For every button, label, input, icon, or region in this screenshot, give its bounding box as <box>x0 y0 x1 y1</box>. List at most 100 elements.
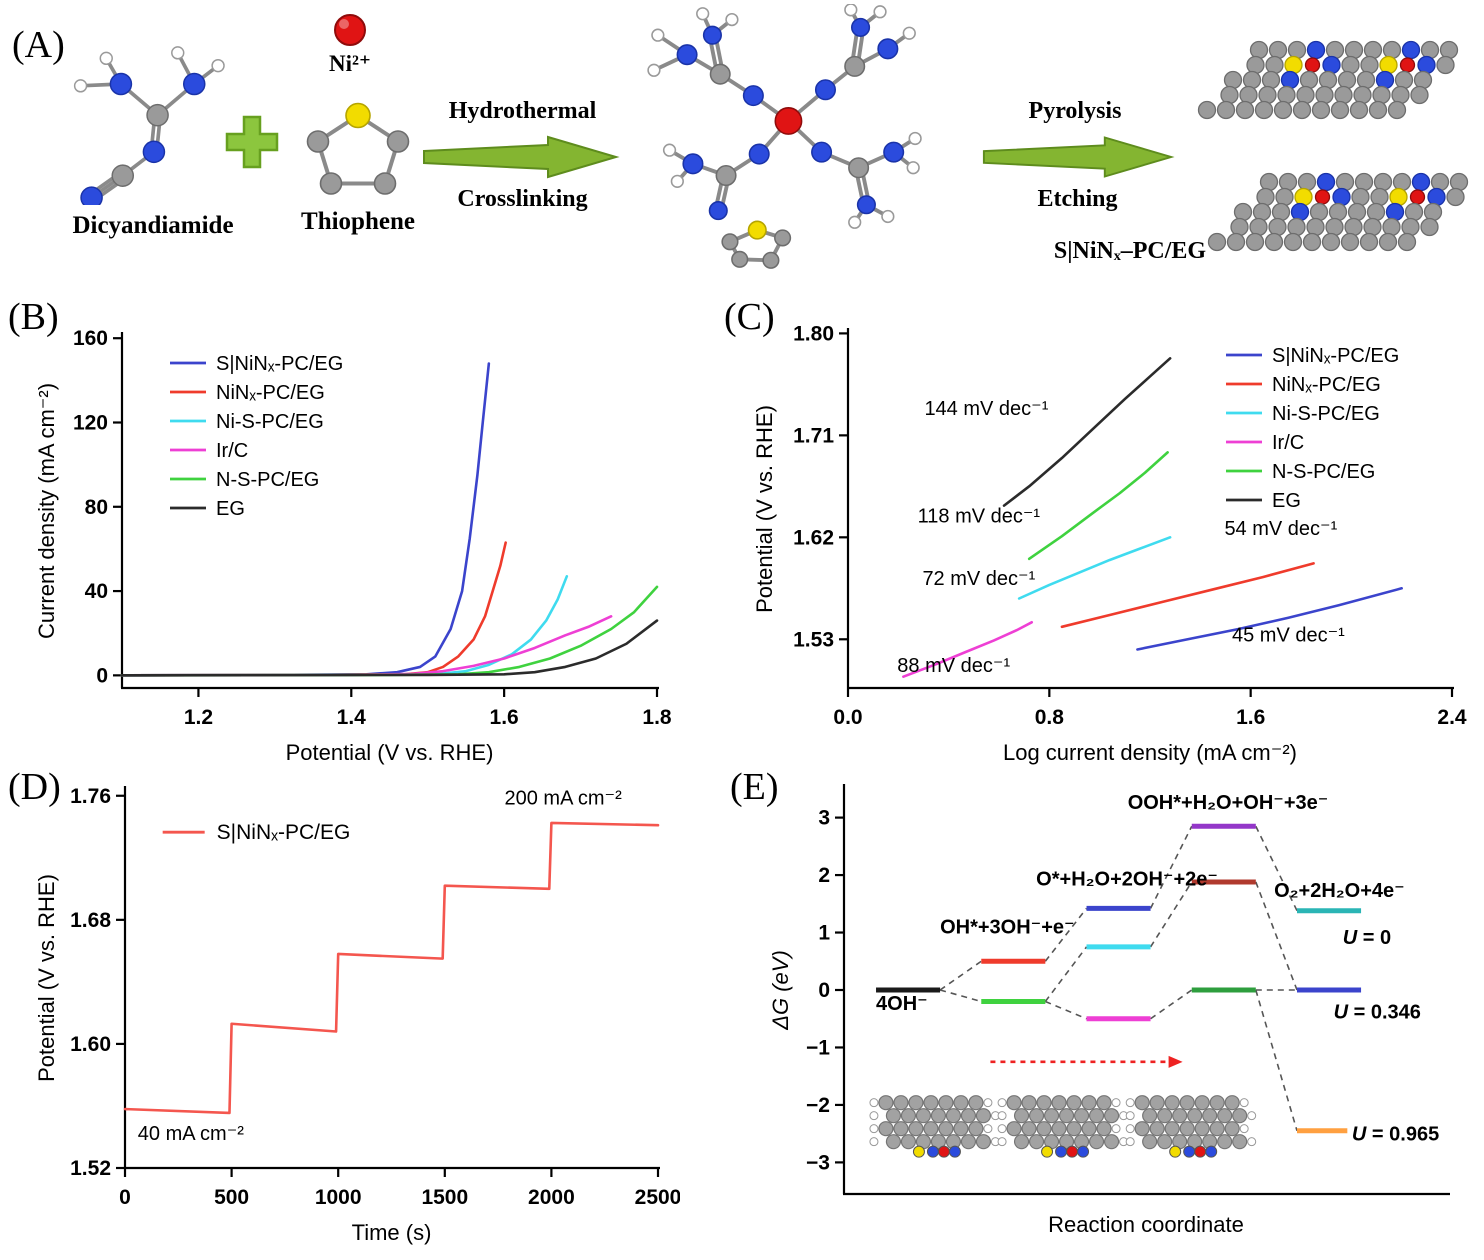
svg-text:U = 0.346: U = 0.346 <box>1334 1002 1421 1024</box>
svg-text:Potential (V vs. RHE): Potential (V vs. RHE) <box>286 740 494 765</box>
svg-text:N-S-PC/EG: N-S-PC/EG <box>216 469 319 491</box>
svg-text:72 mV dec⁻¹: 72 mV dec⁻¹ <box>922 568 1035 590</box>
svg-text:144 mV dec⁻¹: 144 mV dec⁻¹ <box>924 398 1048 420</box>
svg-text:Ni-S-PC/EG: Ni-S-PC/EG <box>1272 403 1380 425</box>
svg-text:U = 0.965: U = 0.965 <box>1352 1124 1439 1146</box>
svg-text:Ir/C: Ir/C <box>1272 432 1304 454</box>
svg-text:1: 1 <box>818 922 830 945</box>
svg-text:0: 0 <box>119 1186 131 1209</box>
d-chart-svg: 0 500 1000 1500 2000 2500 1.52 1.60 1.68 1.76 Time… <box>34 785 680 1245</box>
arrow1-top-label: Hydrothermal <box>448 98 597 124</box>
svg-text:1.6: 1.6 <box>1236 706 1265 729</box>
svg-text:NiNₓ-PC/EG: NiNₓ-PC/EG <box>1272 374 1381 396</box>
svg-text:2500: 2500 <box>635 1186 680 1209</box>
svg-text:40: 40 <box>85 580 108 603</box>
svg-text:EG: EG <box>1272 490 1301 512</box>
reaction-arrow-1 <box>423 135 620 179</box>
svg-text:OH*+3OH⁻+e⁻: OH*+3OH⁻+e⁻ <box>940 917 1075 939</box>
svg-text:−1: −1 <box>806 1036 830 1059</box>
free-energy-diagram-chart: −3 −2 −1 0 1 2 3 Reaction coordinate ΔG (eV) 4OH⁻… <box>764 774 1464 1244</box>
svg-text:1.6: 1.6 <box>490 706 519 729</box>
svg-text:Time (s): Time (s) <box>352 1220 432 1245</box>
svg-text:Potential (V vs. RHE): Potential (V vs. RHE) <box>34 874 59 1082</box>
svg-text:NiNₓ-PC/EG: NiNₓ-PC/EG <box>216 382 325 404</box>
svg-text:0: 0 <box>818 979 830 1002</box>
svg-text:Ni-S-PC/EG: Ni-S-PC/EG <box>216 411 324 433</box>
arrow2-top-label: Pyrolysis <box>1028 98 1122 124</box>
arrow2-bottom-label: Etching <box>1037 186 1118 212</box>
svg-text:1.60: 1.60 <box>70 1033 111 1056</box>
thiophene-molecule <box>306 102 410 195</box>
b-chart-svg: 1.2 1.4 1.6 1.8 0 40 80 120 160 Potential (V vs. … <box>34 327 672 765</box>
panel-b-lsv: (B) 1.2 1.4 1.6 1.8 0 40 80 120 160 Potential (V … <box>0 292 700 765</box>
svg-text:160: 160 <box>73 327 108 350</box>
panel-a-synthesis-scheme: (A) Dicyandiamide Ni²⁺ Thiophene Hydroth… <box>0 0 1484 292</box>
svg-text:1.71: 1.71 <box>793 424 834 447</box>
plus-icon <box>225 115 279 169</box>
svg-text:1.68: 1.68 <box>70 909 111 932</box>
svg-text:2: 2 <box>818 864 830 887</box>
arrow1-bottom-label: Crosslinking <box>457 186 588 212</box>
thiophene-label: Thiophene <box>301 208 415 235</box>
lsv-polarization-chart: 1.2 1.4 1.6 1.8 0 40 80 120 160 Potential (V vs. … <box>30 322 675 770</box>
svg-text:S|NiNₓ-PC/EG: S|NiNₓ-PC/EG <box>217 821 351 844</box>
svg-text:S|NiNₓ-PC/EG: S|NiNₓ-PC/EG <box>216 353 343 375</box>
svg-text:1.4: 1.4 <box>337 706 367 729</box>
svg-text:1.62: 1.62 <box>793 526 834 549</box>
svg-text:Ir/C: Ir/C <box>216 440 248 462</box>
svg-text:88 mV dec⁻¹: 88 mV dec⁻¹ <box>897 655 1010 677</box>
dicyandiamide-molecule <box>73 46 225 205</box>
panel-b-letter: (B) <box>8 296 59 338</box>
e-chart-svg: −3 −2 −1 0 1 2 3 Reaction coordinate ΔG (eV) 4OH⁻… <box>768 784 1450 1237</box>
crosslinked-intermediate-molecule <box>647 4 922 269</box>
svg-text:4OH⁻: 4OH⁻ <box>876 993 928 1015</box>
svg-text:1000: 1000 <box>315 1186 362 1209</box>
svg-text:2.4: 2.4 <box>1437 706 1467 729</box>
svg-text:EG: EG <box>216 498 245 520</box>
svg-text:500: 500 <box>214 1186 249 1209</box>
svg-text:OOH*+H₂O+OH⁻+3e⁻: OOH*+H₂O+OH⁻+3e⁻ <box>1128 792 1329 814</box>
svg-text:1.52: 1.52 <box>70 1157 111 1180</box>
svg-text:Potential (V vs. RHE): Potential (V vs. RHE) <box>752 405 777 613</box>
svg-text:−2: −2 <box>806 1094 830 1117</box>
svg-text:120: 120 <box>73 412 108 435</box>
svg-text:1.2: 1.2 <box>184 706 213 729</box>
reaction-arrow-2 <box>982 136 1175 178</box>
panel-d-chronopotentiometry: (D) 0 500 1000 1500 2000 2500 1.52 1.60 1.68 1.76… <box>0 760 700 1260</box>
svg-text:N-S-PC/EG: N-S-PC/EG <box>1272 461 1375 483</box>
svg-text:1.80: 1.80 <box>793 322 834 345</box>
svg-text:S|NiNₓ-PC/EG: S|NiNₓ-PC/EG <box>1272 345 1399 367</box>
tafel-plot-chart: 0.0 0.8 1.6 2.4 1.53 1.62 1.71 1.80 Log current … <box>748 318 1468 770</box>
panel-d-letter: (D) <box>8 766 61 808</box>
nickel-ion-ball <box>334 14 366 46</box>
charts-grid: (B) 1.2 1.4 1.6 1.8 0 40 80 120 160 Potential (V … <box>0 292 1484 1260</box>
c-chart-svg: 0.0 0.8 1.6 2.4 1.53 1.62 1.71 1.80 Log current … <box>752 322 1467 765</box>
svg-text:54 mV dec⁻¹: 54 mV dec⁻¹ <box>1224 518 1337 540</box>
svg-text:Current density (mA cm⁻²): Current density (mA cm⁻²) <box>34 383 59 639</box>
chronopotentiometry-chart: 0 500 1000 1500 2000 2500 1.52 1.60 1.68 1.76 Time… <box>30 774 680 1252</box>
panel-c-tafel: (C) 0.0 0.8 1.6 2.4 1.53 1.62 1.71 1.80 Log curr… <box>700 292 1484 765</box>
svg-text:1500: 1500 <box>421 1186 468 1209</box>
svg-text:−3: −3 <box>806 1151 830 1174</box>
svg-text:Reaction coordinate: Reaction coordinate <box>1048 1212 1244 1237</box>
svg-text:80: 80 <box>85 496 108 519</box>
svg-text:Log current density (mA cm⁻²): Log current density (mA cm⁻²) <box>1003 740 1297 765</box>
product-label: S|NiNₓ–PC/EG <box>1053 238 1207 264</box>
svg-text:2000: 2000 <box>528 1186 575 1209</box>
panel-e-letter: (E) <box>730 766 779 808</box>
panel-c-letter: (C) <box>724 296 775 338</box>
svg-text:0.8: 0.8 <box>1035 706 1065 729</box>
svg-text:1.8: 1.8 <box>642 706 672 729</box>
svg-text:ΔG (eV): ΔG (eV) <box>768 950 793 1031</box>
svg-text:1.53: 1.53 <box>793 628 834 651</box>
svg-text:U = 0: U = 0 <box>1343 927 1391 949</box>
dicyandiamide-label: Dicyandiamide <box>72 212 234 239</box>
svg-text:118 mV dec⁻¹: 118 mV dec⁻¹ <box>918 506 1041 528</box>
svg-text:O₂+2H₂O+4e⁻: O₂+2H₂O+4e⁻ <box>1274 880 1405 902</box>
svg-text:3: 3 <box>818 807 830 830</box>
svg-text:1.76: 1.76 <box>70 785 111 808</box>
panel-e-free-energy: (E) −3 −2 −1 0 1 2 3 Reaction coordinate ΔG (eV)… <box>700 760 1484 1260</box>
svg-text:45 mV dec⁻¹: 45 mV dec⁻¹ <box>1232 625 1345 647</box>
panel-a-letter: (A) <box>12 24 65 66</box>
